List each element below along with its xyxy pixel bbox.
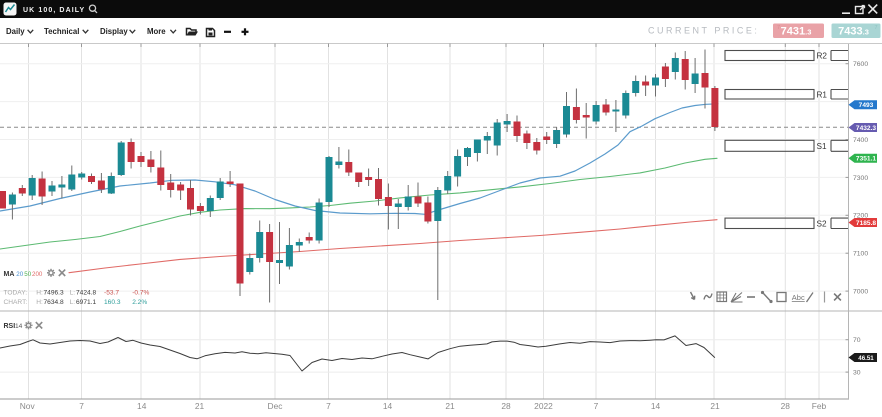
svg-text:28: 28 xyxy=(501,401,511,411)
svg-text:-53.7: -53.7 xyxy=(104,290,119,297)
svg-text:Nov: Nov xyxy=(20,401,36,411)
svg-text:UK 100, DAILY: UK 100, DAILY xyxy=(23,7,85,14)
svg-text:L:: L: xyxy=(70,290,76,297)
svg-text:6971.1: 6971.1 xyxy=(76,299,97,306)
svg-text:70: 70 xyxy=(853,337,861,344)
svg-text:7493: 7493 xyxy=(859,102,874,109)
svg-text:200: 200 xyxy=(32,271,43,278)
svg-text:2022: 2022 xyxy=(534,401,553,411)
svg-text:Technical: Technical xyxy=(44,27,79,36)
svg-text:7432.3: 7432.3 xyxy=(856,125,877,132)
svg-text:28: 28 xyxy=(781,401,791,411)
svg-text:7: 7 xyxy=(326,401,331,411)
svg-text:7431.3: 7431.3 xyxy=(781,26,812,38)
svg-text:S1: S1 xyxy=(817,142,827,151)
svg-text:S2: S2 xyxy=(817,220,827,229)
svg-text:Feb: Feb xyxy=(812,401,827,411)
svg-text:Dec: Dec xyxy=(268,401,283,411)
svg-text:R1: R1 xyxy=(817,91,828,100)
svg-text:50: 50 xyxy=(24,271,31,278)
svg-text:7100: 7100 xyxy=(853,251,868,258)
svg-text:L:: L: xyxy=(70,299,76,306)
svg-text:CURRENT PRICE:: CURRENT PRICE: xyxy=(648,26,759,36)
svg-text:7424.8: 7424.8 xyxy=(76,290,97,297)
svg-text:7433.3: 7433.3 xyxy=(838,26,869,38)
svg-text:-0.7%: -0.7% xyxy=(132,290,149,297)
svg-text:14: 14 xyxy=(15,323,23,330)
svg-text:21: 21 xyxy=(710,401,720,411)
svg-text:7: 7 xyxy=(594,401,599,411)
svg-text:14: 14 xyxy=(383,401,393,411)
svg-text:H:: H: xyxy=(36,290,43,297)
svg-text:7200: 7200 xyxy=(853,213,868,220)
svg-text:7600: 7600 xyxy=(853,61,868,68)
svg-text:Daily: Daily xyxy=(6,27,25,36)
svg-text:Abc: Abc xyxy=(792,293,805,302)
svg-text:7: 7 xyxy=(875,25,878,31)
svg-text:14: 14 xyxy=(137,401,147,411)
svg-text:7300: 7300 xyxy=(853,175,868,182)
svg-text:CHART:: CHART: xyxy=(4,299,28,306)
svg-text:MA: MA xyxy=(4,271,15,278)
svg-text:21: 21 xyxy=(445,401,455,411)
svg-text:20: 20 xyxy=(16,271,23,278)
svg-text:46.51: 46.51 xyxy=(858,355,874,362)
svg-text:21: 21 xyxy=(195,401,205,411)
svg-text:7634.8: 7634.8 xyxy=(44,299,65,306)
svg-text:R2: R2 xyxy=(817,52,828,61)
svg-text:7400: 7400 xyxy=(853,137,868,144)
svg-text:7496.3: 7496.3 xyxy=(44,290,65,297)
svg-text:30: 30 xyxy=(853,370,861,377)
svg-text:TODAY:: TODAY: xyxy=(4,290,28,297)
svg-text:2.2%: 2.2% xyxy=(132,299,147,306)
svg-text:7185.8: 7185.8 xyxy=(856,220,877,227)
svg-text:7000: 7000 xyxy=(853,289,868,296)
svg-text:H:: H: xyxy=(36,299,43,306)
svg-text:Display: Display xyxy=(100,27,128,36)
svg-text:7351.1: 7351.1 xyxy=(856,156,877,163)
svg-text:7: 7 xyxy=(79,401,84,411)
svg-text:14: 14 xyxy=(651,401,661,411)
svg-text:More: More xyxy=(147,27,166,36)
svg-text:160.3: 160.3 xyxy=(104,299,121,306)
svg-text:RSI: RSI xyxy=(4,323,16,330)
svg-text:7: 7 xyxy=(777,25,780,31)
